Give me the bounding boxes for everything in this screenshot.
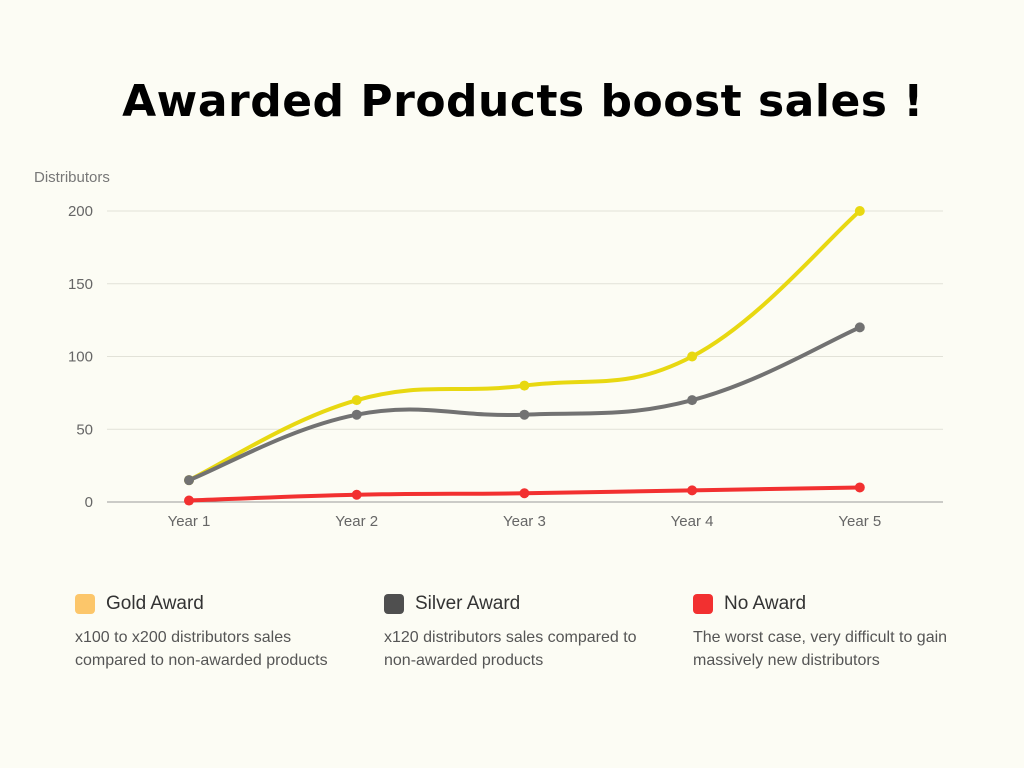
legend-item-no-award: No Award The worst case, very difficult …	[693, 592, 963, 672]
series-line-silver-award	[187, 325, 862, 483]
chart-title: Awarded Products boost sales !	[122, 76, 924, 127]
no-award-swatch	[693, 594, 713, 614]
x-tick-label: Year 5	[838, 513, 881, 530]
data-point-gold-award	[854, 206, 865, 216]
data-point-no-award	[687, 485, 698, 496]
legend-description: The worst case, very difficult to gain m…	[693, 629, 948, 669]
data-point-no-award	[519, 488, 530, 499]
data-point-gold-award	[687, 351, 698, 362]
x-tick-label: Year 2	[335, 513, 378, 530]
silver-swatch	[384, 594, 404, 614]
gold-swatch	[75, 594, 95, 614]
legend-description: x120 distributors sales compared to non-…	[384, 629, 637, 669]
x-tick-label: Year 3	[503, 513, 546, 530]
legend-item-silver: Silver Award x120 distributors sales com…	[384, 592, 654, 672]
y-tick-label: 50	[76, 421, 93, 438]
data-point-no-award	[184, 495, 194, 506]
y-tick-label: 0	[85, 494, 93, 511]
legend-description: x100 to x200 distributors sales compared…	[75, 629, 328, 669]
y-tick-label: 150	[68, 276, 93, 293]
data-point-silver-award	[351, 409, 362, 420]
data-point-silver-award	[687, 395, 698, 406]
x-tick-label: Year 1	[168, 513, 211, 530]
legend-label: Silver Award	[415, 593, 521, 614]
legend-item-gold: Gold Award x100 to x200 distributors sal…	[75, 592, 345, 672]
legend-label: Gold Award	[106, 593, 204, 614]
data-point-gold-award	[351, 395, 362, 406]
data-point-silver-award	[519, 409, 530, 420]
y-axis-title: Distributors	[34, 169, 110, 186]
y-tick-label: 200	[68, 203, 93, 220]
data-point-gold-award	[519, 380, 530, 391]
x-tick-label: Year 4	[671, 513, 714, 530]
data-point-no-award	[351, 489, 362, 500]
legend-label: No Award	[724, 593, 807, 614]
series-line-gold-award	[187, 209, 862, 483]
data-point-silver-award	[184, 475, 194, 486]
data-point-no-award	[854, 482, 865, 493]
y-tick-label: 100	[68, 349, 93, 366]
data-point-silver-award	[854, 322, 865, 333]
